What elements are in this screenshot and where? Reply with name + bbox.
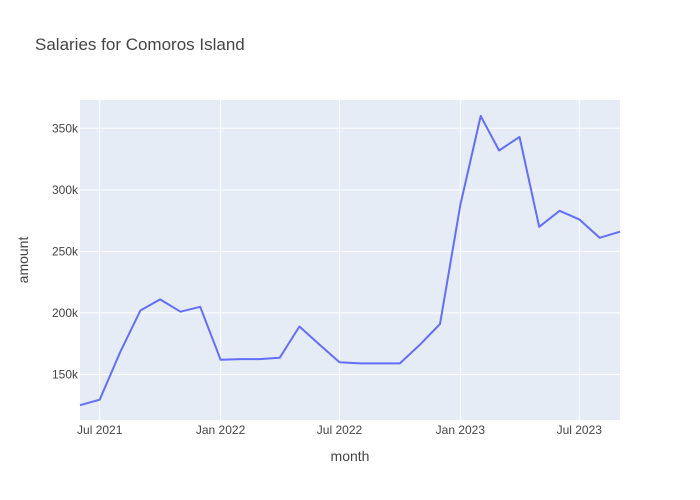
y-tick-label: 300k [52, 183, 79, 197]
x-tick-label: Jul 2022 [317, 423, 363, 437]
x-tick-label: Jul 2023 [557, 423, 603, 437]
x-tick-label: Jan 2023 [436, 423, 486, 437]
y-tick-label: 350k [52, 121, 79, 135]
chart-title: Salaries for Comoros Island [35, 35, 245, 54]
x-tick-label: Jul 2021 [77, 423, 123, 437]
x-axis-ticks: Jul 2021 Jan 2022 Jul 2022 Jan 2023 Jul 2023 [77, 423, 602, 437]
y-axis-title: amount [15, 237, 31, 284]
y-tick-label: 200k [52, 306, 79, 320]
x-tick-label: Jan 2022 [196, 423, 246, 437]
y-axis-ticks: 150k 200k 250k 300k 350k [52, 121, 79, 381]
x-axis-title: month [331, 448, 370, 464]
y-tick-label: 150k [52, 367, 79, 381]
y-tick-label: 250k [52, 244, 79, 258]
series-line [79, 115, 621, 407]
grid-lines [80, 100, 620, 420]
plot-area [80, 100, 620, 420]
